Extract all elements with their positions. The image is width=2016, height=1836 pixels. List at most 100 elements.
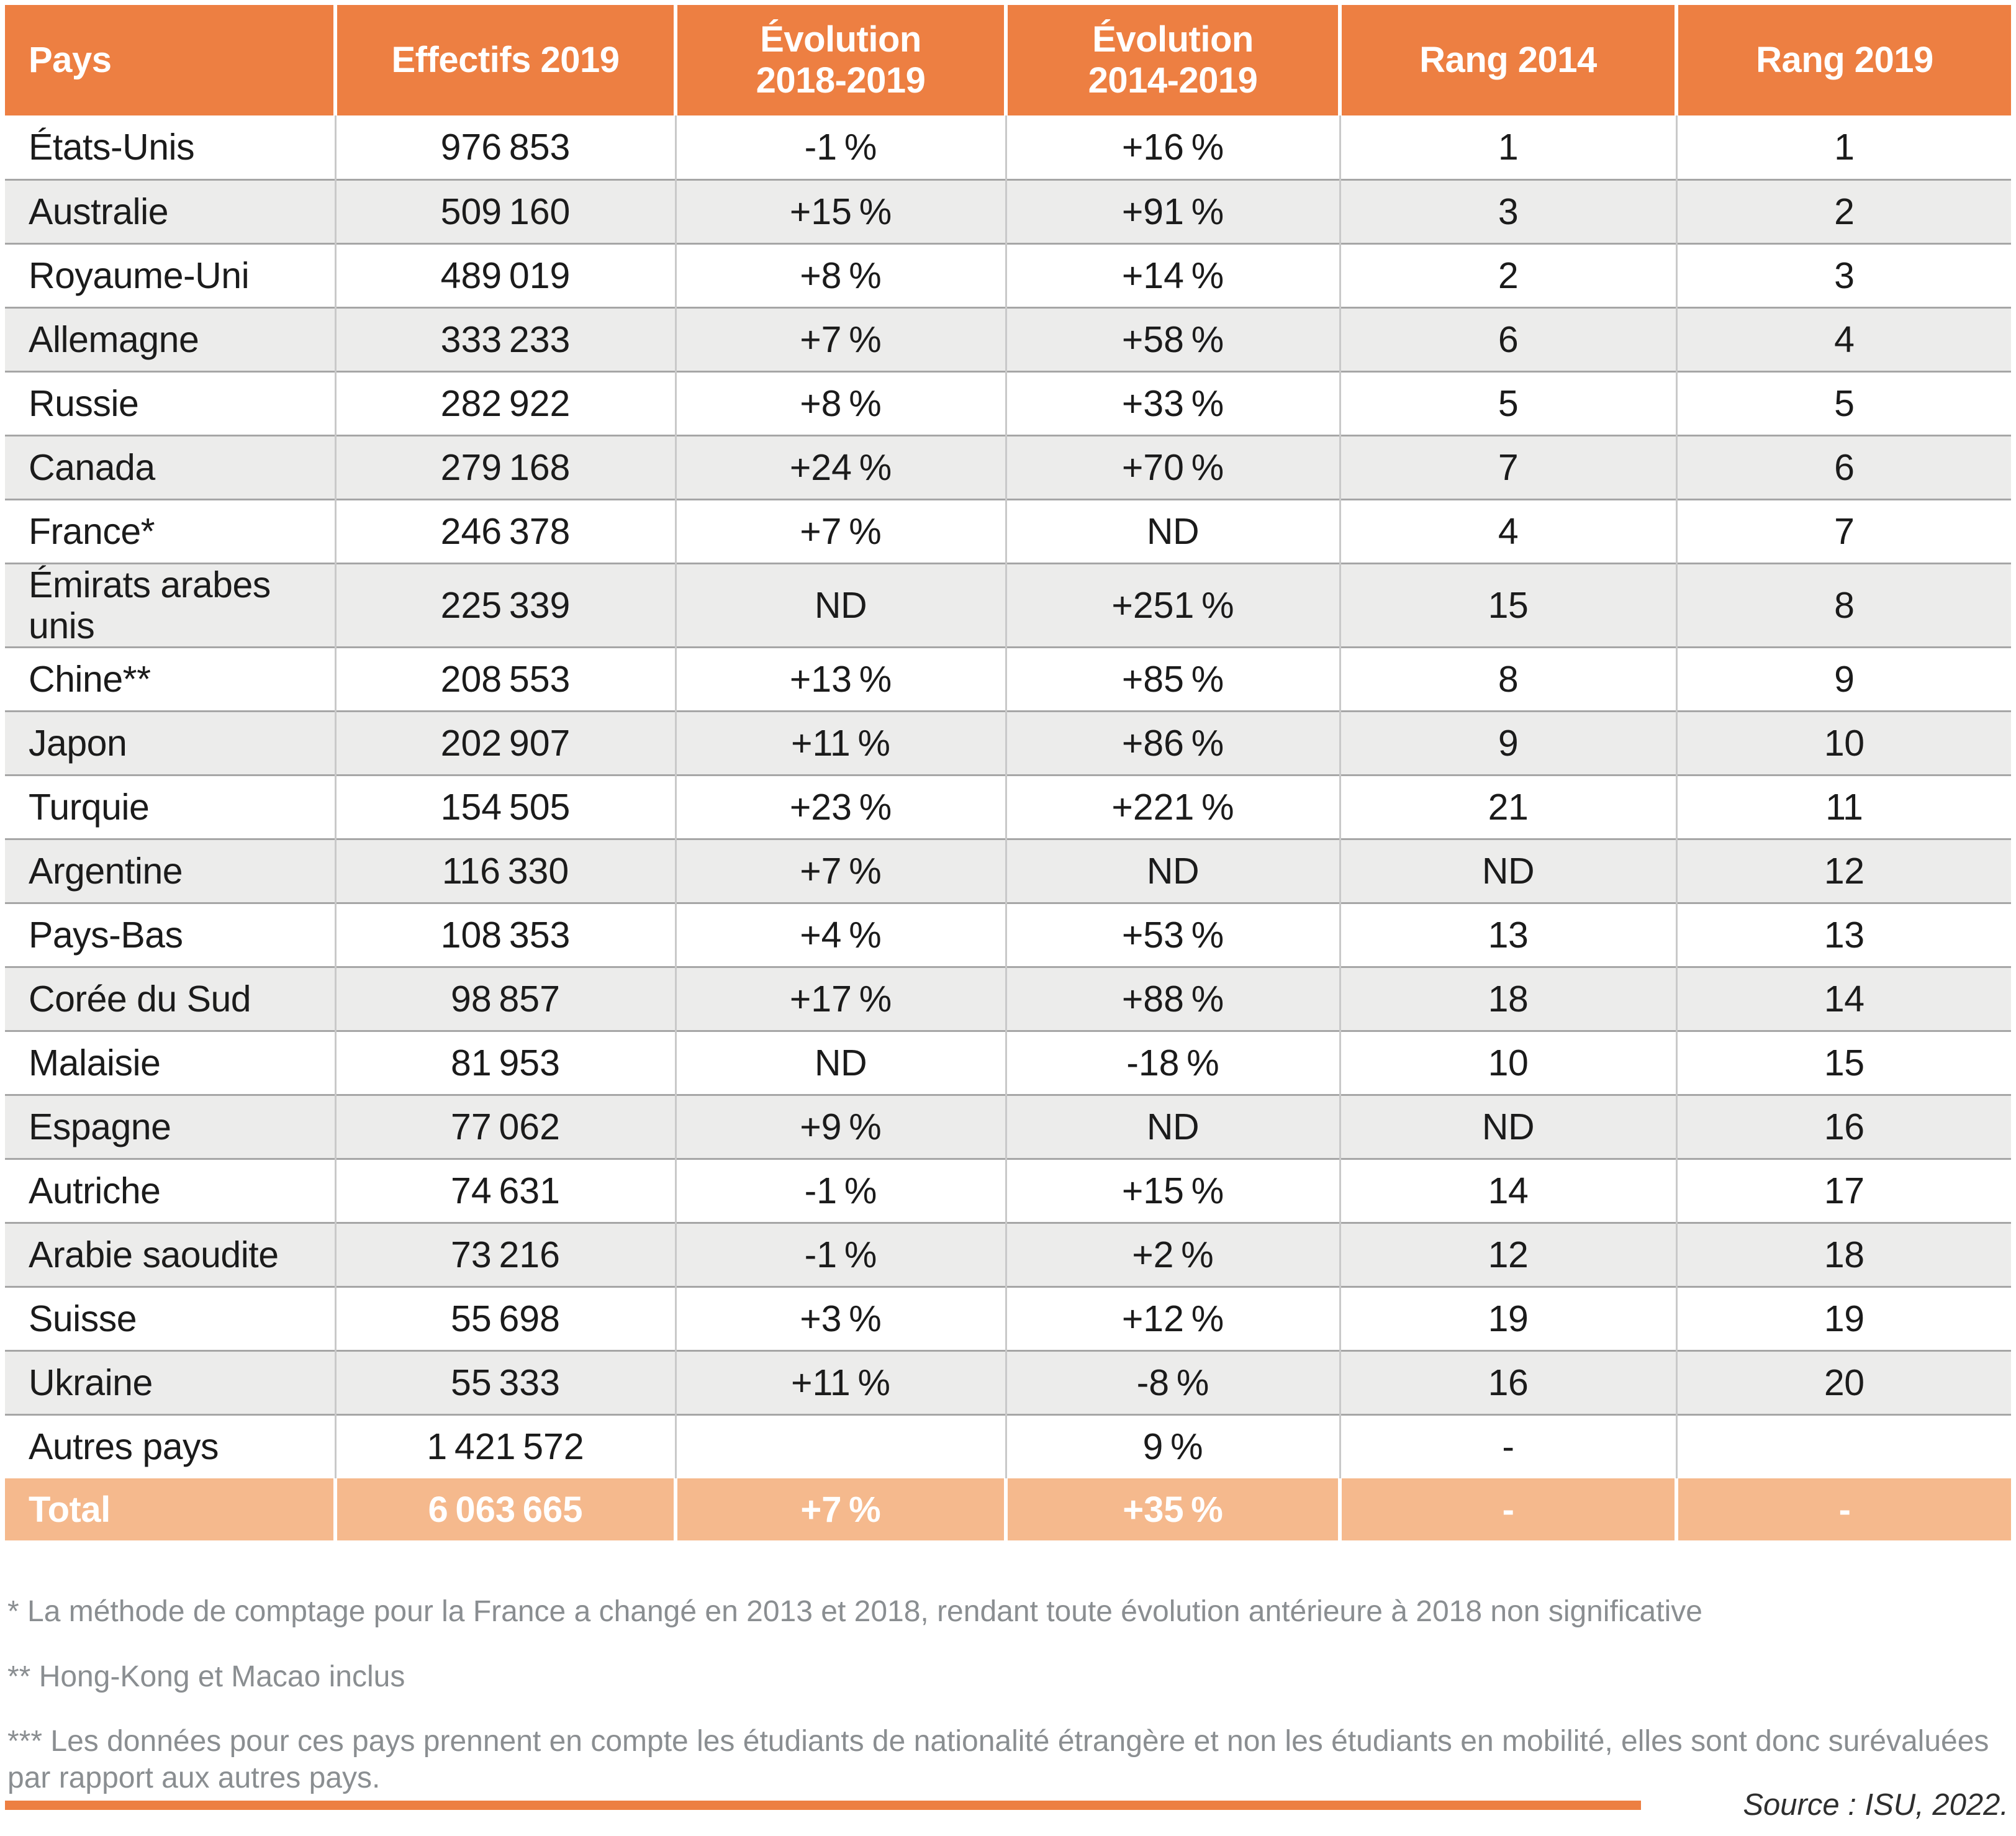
evolution-2014-2019-cell: +91 % xyxy=(1005,178,1340,243)
students-mobility-table: Pays Effectifs 2019 Évolution 2018-2019 … xyxy=(5,5,2011,1540)
total-evolution-2018-2019: +7 % xyxy=(674,1478,1006,1540)
evolution-2014-2019-cell: -8 % xyxy=(1005,1349,1340,1414)
evolution-2018-2019-cell: +3 % xyxy=(674,1285,1006,1350)
effectifs-2019-cell: 55 698 xyxy=(334,1285,676,1350)
rang-2014-cell: 2 xyxy=(1339,242,1676,307)
table-row: Canada 279 168 +24 % +70 % 7 6 xyxy=(5,434,2011,499)
country-name-cell: Suisse xyxy=(5,1285,335,1350)
effectifs-2019-cell: 1 421 572 xyxy=(334,1413,676,1478)
evolution-2014-2019-cell: +15 % xyxy=(1005,1157,1340,1223)
source-row: Source : ISU, 2022. xyxy=(5,1788,2009,1822)
col-header-rang-2019: Rang 2019 xyxy=(1675,5,2011,115)
rang-2019-cell: 18 xyxy=(1675,1221,2011,1287)
rang-2014-cell: 13 xyxy=(1339,902,1676,967)
rang-2014-cell: 14 xyxy=(1339,1157,1676,1223)
footnote-nationalite: *** Les données pour ces pays prennent e… xyxy=(7,1725,1989,1794)
table-row: Japon 202 907 +11 % +86 % 9 10 xyxy=(5,710,2011,775)
table-row: Allemagne 333 233 +7 % +58 % 6 4 xyxy=(5,306,2011,371)
rang-2014-cell: 15 xyxy=(1339,562,1676,647)
effectifs-2019-cell: 282 922 xyxy=(334,370,676,435)
rang-2014-cell: 19 xyxy=(1339,1285,1676,1350)
rang-2014-cell: 10 xyxy=(1339,1029,1676,1095)
source-text: Source : ISU, 2022. xyxy=(1743,1788,2009,1822)
col-header-evolution-2018-2019: Évolution 2018-2019 xyxy=(674,5,1006,115)
evolution-2018-2019-cell: +8 % xyxy=(674,370,1006,435)
evolution-2014-2019-cell: ND xyxy=(1005,1093,1340,1159)
evolution-2018-2019-cell: +7 % xyxy=(674,838,1006,903)
effectifs-2019-cell: 976 853 xyxy=(334,115,676,179)
evolution-2014-2019-cell: +85 % xyxy=(1005,646,1340,711)
country-name-cell: Chine** xyxy=(5,646,335,711)
country-name-cell: Malaisie xyxy=(5,1029,335,1095)
rang-2019-cell: 19 xyxy=(1675,1285,2011,1350)
rang-2014-cell: 16 xyxy=(1339,1349,1676,1414)
table-row: Corée du Sud 98 857 +17 % +88 % 18 14 xyxy=(5,965,2011,1031)
evolution-2014-2019-cell: +88 % xyxy=(1005,965,1340,1031)
rang-2019-cell: 8 xyxy=(1675,562,2011,647)
table-row: Pays-Bas 108 353 +4 % +53 % 13 13 xyxy=(5,902,2011,967)
country-name-cell: Japon xyxy=(5,710,335,775)
rang-2019-cell: 17 xyxy=(1675,1157,2011,1223)
rang-2019-cell: 10 xyxy=(1675,710,2011,775)
effectifs-2019-cell: 55 333 xyxy=(334,1349,676,1414)
country-name-cell: Turquie xyxy=(5,774,335,839)
rang-2019-cell: 2 xyxy=(1675,178,2011,243)
effectifs-2019-cell: 74 631 xyxy=(334,1157,676,1223)
rang-2014-cell: 12 xyxy=(1339,1221,1676,1287)
evolution-2018-2019-cell xyxy=(674,1413,1006,1478)
table-row: Espagne 77 062 +9 % ND ND 16 xyxy=(5,1093,2011,1159)
table-row: Émirats arabes unis 225 339 ND +251 % 15… xyxy=(5,562,2011,647)
evolution-2014-2019-cell: +33 % xyxy=(1005,370,1340,435)
rang-2014-cell: 8 xyxy=(1339,646,1676,711)
evolution-2018-2019-cell: +24 % xyxy=(674,434,1006,499)
evolution-2018-2019-cell: +8 % xyxy=(674,242,1006,307)
evolution-2018-2019-cell: -1 % xyxy=(674,115,1006,179)
total-evolution-2014-2019: +35 % xyxy=(1004,1478,1340,1540)
rang-2014-cell: 18 xyxy=(1339,965,1676,1031)
col-header-effectifs-2019: Effectifs 2019 xyxy=(333,5,676,115)
evolution-2018-2019-cell: +9 % xyxy=(674,1093,1006,1159)
evolution-2014-2019-cell: +12 % xyxy=(1005,1285,1340,1350)
total-label: Total xyxy=(5,1478,335,1540)
table-row: Royaume-Uni 489 019 +8 % +14 % 2 3 xyxy=(5,242,2011,307)
country-name-cell: Autres pays xyxy=(5,1413,335,1478)
evolution-2018-2019-cell: +23 % xyxy=(674,774,1006,839)
effectifs-2019-cell: 81 953 xyxy=(334,1029,676,1095)
effectifs-2019-cell: 116 330 xyxy=(334,838,676,903)
table-body: États-Unis 976 853 -1 % +16 % 1 1 Austra… xyxy=(5,115,2011,1478)
footnotes: * La méthode de comptage pour la France … xyxy=(7,1594,2009,1796)
effectifs-2019-cell: 279 168 xyxy=(334,434,676,499)
total-rang-2019: - xyxy=(1675,1478,2011,1540)
evolution-2018-2019-cell: +7 % xyxy=(674,498,1006,563)
country-name-cell: États-Unis xyxy=(5,115,335,179)
rang-2014-cell: 7 xyxy=(1339,434,1676,499)
evolution-2018-2019-cell: +7 % xyxy=(674,306,1006,371)
table-row: Turquie 154 505 +23 % +221 % 21 11 xyxy=(5,774,2011,839)
col-header-pays: Pays xyxy=(5,5,335,115)
rang-2014-cell: 3 xyxy=(1339,178,1676,243)
rang-2014-cell: 21 xyxy=(1339,774,1676,839)
effectifs-2019-cell: 154 505 xyxy=(334,774,676,839)
country-name-cell: Autriche xyxy=(5,1157,335,1223)
evolution-2014-2019-cell: +53 % xyxy=(1005,902,1340,967)
rang-2019-cell: 4 xyxy=(1675,306,2011,371)
rang-2014-cell: 1 xyxy=(1339,115,1676,179)
header-row: Pays Effectifs 2019 Évolution 2018-2019 … xyxy=(5,5,2011,115)
country-name-cell: Argentine xyxy=(5,838,335,903)
rang-2019-cell: 15 xyxy=(1675,1029,2011,1095)
evolution-2018-2019-cell: +11 % xyxy=(674,710,1006,775)
total-row: Total 6 063 665 +7 % +35 % - - xyxy=(5,1478,2011,1540)
table-row: États-Unis 976 853 -1 % +16 % 1 1 xyxy=(5,115,2011,179)
evolution-2014-2019-cell: +14 % xyxy=(1005,242,1340,307)
rang-2014-cell: 4 xyxy=(1339,498,1676,563)
evolution-2014-2019-cell: ND xyxy=(1005,498,1340,563)
rang-2019-cell: 5 xyxy=(1675,370,2011,435)
effectifs-2019-cell: 98 857 xyxy=(334,965,676,1031)
effectifs-2019-cell: 509 160 xyxy=(334,178,676,243)
evolution-2014-2019-cell: +86 % xyxy=(1005,710,1340,775)
table-row: Australie 509 160 +15 % +91 % 3 2 xyxy=(5,178,2011,243)
rang-2019-cell: 7 xyxy=(1675,498,2011,563)
table-row: Autres pays 1 421 572 9 % - xyxy=(5,1413,2011,1478)
evolution-2018-2019-cell: +17 % xyxy=(674,965,1006,1031)
table-row: Arabie saoudite 73 216 -1 % +2 % 12 18 xyxy=(5,1221,2011,1287)
